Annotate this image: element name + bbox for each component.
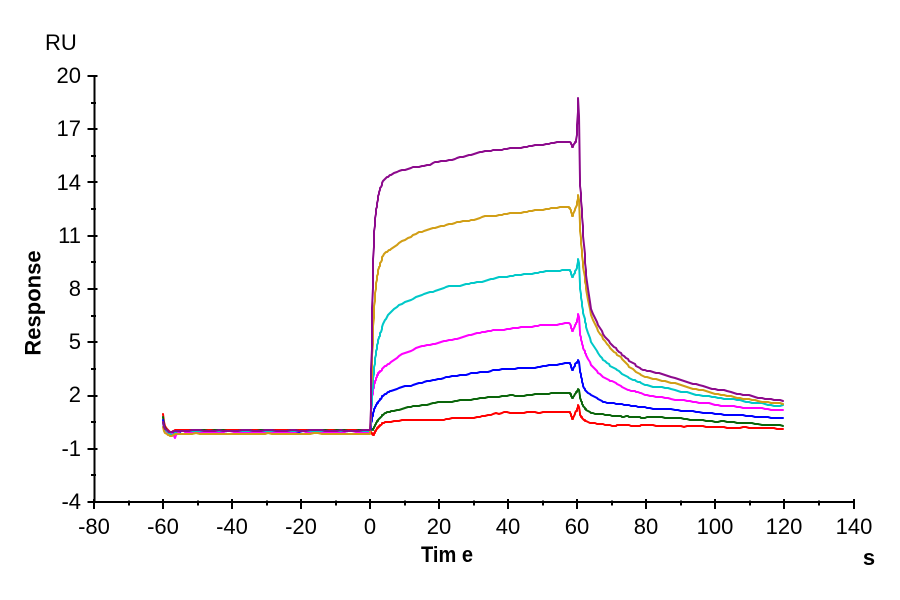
svg-text:17: 17 [57, 116, 81, 141]
svg-text:Response: Response [21, 250, 46, 355]
svg-text:-20: -20 [285, 514, 317, 539]
svg-text:14: 14 [57, 170, 81, 195]
svg-text:20: 20 [57, 63, 81, 88]
svg-text:60: 60 [565, 514, 589, 539]
svg-text:-60: -60 [147, 514, 179, 539]
svg-text:-40: -40 [216, 514, 248, 539]
svg-text:-80: -80 [78, 514, 110, 539]
svg-text:0: 0 [364, 514, 376, 539]
svg-text:20: 20 [427, 514, 451, 539]
svg-text:140: 140 [836, 514, 873, 539]
svg-text:-4: -4 [61, 489, 81, 514]
svg-text:120: 120 [766, 514, 803, 539]
svg-text:Tim e: Tim e [421, 542, 473, 567]
svg-text:s: s [863, 545, 875, 570]
svg-text:40: 40 [496, 514, 520, 539]
svg-text:100: 100 [697, 514, 734, 539]
svg-text:RU: RU [45, 30, 77, 55]
svg-text:11: 11 [58, 223, 81, 248]
svg-text:8: 8 [69, 276, 81, 301]
svg-text:2: 2 [69, 382, 81, 407]
svg-text:80: 80 [634, 514, 658, 539]
svg-text:5: 5 [69, 329, 81, 354]
svg-text:-1: -1 [61, 436, 81, 461]
